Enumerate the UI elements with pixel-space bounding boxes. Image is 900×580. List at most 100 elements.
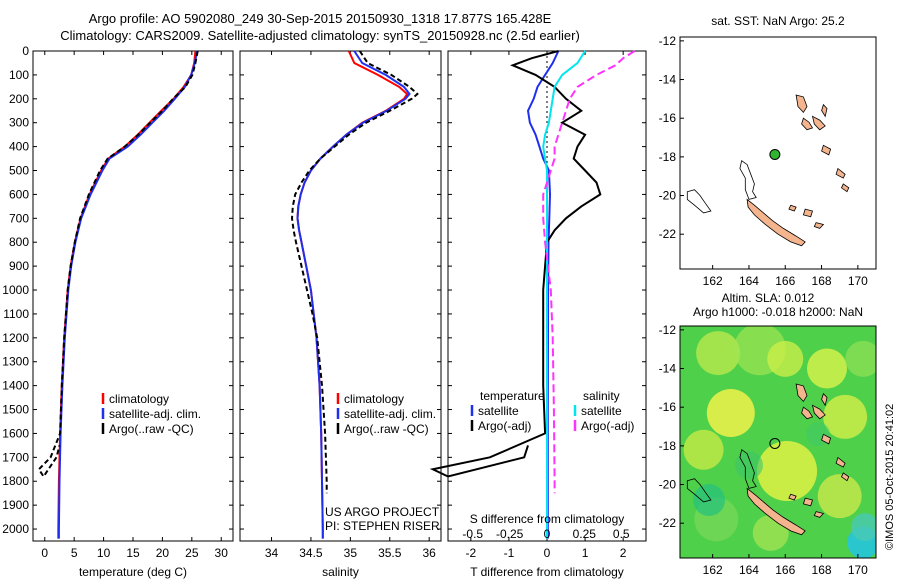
lat-tick-label: -16 xyxy=(659,111,677,125)
depth-tick-label: 1500 xyxy=(2,403,29,417)
coastline-west xyxy=(686,478,712,503)
depth-tick-label: 100 xyxy=(9,68,29,82)
coastline-loyal3 xyxy=(788,204,797,212)
map-frame xyxy=(679,325,877,559)
legend-label: Argo(..raw -QC) xyxy=(109,422,194,436)
series-line-s-argo-adj- xyxy=(542,50,636,494)
depth-tick-label: 0 xyxy=(22,44,29,58)
legend-label: climatology xyxy=(344,392,404,406)
depth-tick-label: 900 xyxy=(9,259,29,273)
lat-tick-label: -16 xyxy=(659,400,677,414)
project-annotation: PI: STEPHEN RISER xyxy=(325,519,440,533)
series-line-t-satellite xyxy=(526,50,560,539)
lon-tick-label: 170 xyxy=(848,563,868,577)
sla-blob xyxy=(706,389,755,437)
x-tick-label: 25 xyxy=(185,546,199,560)
depth-tick-label: 200 xyxy=(9,92,29,106)
depth-tick-label: 1300 xyxy=(2,355,29,369)
coastline-reef xyxy=(739,449,757,489)
sla-blob xyxy=(817,474,862,519)
sla-map-title: Altim. SLA: 0.012 xyxy=(722,291,815,305)
sla-blob xyxy=(734,451,763,480)
coastline-newcal xyxy=(746,487,806,536)
coastline-vanua1 xyxy=(795,94,808,114)
legend-label: satellite xyxy=(581,404,622,418)
s-tick-label: -0.25 xyxy=(496,527,524,541)
project-annotation: US ARGO PROJECT xyxy=(325,505,440,519)
lat-tick-label: -20 xyxy=(659,189,677,203)
series-line-satellite-adj-clim- xyxy=(296,50,411,539)
depth-tick-label: 1100 xyxy=(3,307,29,321)
lon-tick-label: 162 xyxy=(703,563,723,577)
coastline-vanua5 xyxy=(835,456,846,468)
plot-frame xyxy=(32,50,234,542)
plot-title-line-1: Argo profile: AO 5902080_249 30-Sep-2015… xyxy=(88,11,552,26)
depth-tick-label: 500 xyxy=(9,164,29,178)
sla-map-panel: 162 164 166 168 170 -12 -14 -16 -18 -20 -22 Altim. … xyxy=(659,291,877,577)
s-tick-label: -0.5 xyxy=(462,527,483,541)
coastline-vanua7 xyxy=(821,103,828,118)
coastline-vanua3 xyxy=(801,406,814,420)
credit-text: ©IMOS 05-Oct-2015 20:41:02 xyxy=(884,404,896,550)
legend-title: temperature xyxy=(480,389,545,403)
s-tick-label: 0.5 xyxy=(613,527,630,541)
legend-label: satellite-adj. clim. xyxy=(109,407,201,421)
x-tick-label: -2 xyxy=(466,546,477,560)
sla-blob xyxy=(851,513,876,542)
coastline-vanua3 xyxy=(801,117,814,131)
lat-tick-label: -18 xyxy=(659,439,677,453)
sla-field xyxy=(683,326,876,558)
x-tick-label: 35.5 xyxy=(378,546,402,560)
legend-label: Argo(..raw -QC) xyxy=(344,422,429,436)
depth-tick-label: 1600 xyxy=(2,426,29,440)
legend-label: Argo(-adj) xyxy=(478,419,531,433)
series-line-argo-raw-qc- xyxy=(290,50,419,494)
depth-tick-label: 400 xyxy=(9,140,29,154)
coastline-loyal3 xyxy=(788,493,797,501)
profile-marker xyxy=(769,148,781,160)
sst-map-panel: 162 164 166 168 170 -12 -14 -16 -18 -20 -22 sat. SS… xyxy=(659,14,877,288)
x-tick-label: 0 xyxy=(544,546,551,560)
temperature-panel: 0100200300400500600700800900100011001200… xyxy=(2,44,234,579)
coastline-loyal1 xyxy=(802,208,814,218)
credit-group: ©IMOS 05-Oct-2015 20:41:02 xyxy=(884,404,896,550)
sla-map-subtitle: Argo h1000: -0.018 h2000: NaN xyxy=(693,305,863,319)
coastline-loyal1 xyxy=(802,497,814,507)
x-tick-label: 10 xyxy=(97,546,111,560)
x-tick-label: 30 xyxy=(215,546,229,560)
map-frame xyxy=(679,36,877,270)
depth-tick-label: 300 xyxy=(9,116,29,130)
legend-label: Argo(-adj) xyxy=(581,419,634,433)
depth-tick-label: 1400 xyxy=(2,379,29,393)
x-tick-label: 2 xyxy=(620,546,627,560)
sla-blob xyxy=(757,441,818,501)
lon-tick-label: 164 xyxy=(739,274,759,288)
sla-blob xyxy=(683,429,724,470)
depth-tick-label: 1700 xyxy=(2,450,29,464)
x-tick-label: 15 xyxy=(126,546,140,560)
x-axis-label: temperature (deg C) xyxy=(79,565,187,579)
legend-title: salinity xyxy=(583,389,620,403)
depth-tick-label: 1000 xyxy=(2,283,29,297)
depth-tick-label: 2000 xyxy=(2,522,29,536)
lat-tick-label: -14 xyxy=(659,73,677,87)
lon-tick-label: 166 xyxy=(775,274,795,288)
x-tick-label: 36 xyxy=(422,546,436,560)
x-tick-label: 35 xyxy=(344,546,358,560)
lat-tick-label: -14 xyxy=(659,362,677,376)
coastline-vanua1 xyxy=(795,383,808,403)
sla-blob xyxy=(823,394,868,439)
coastline-vanua5 xyxy=(835,167,846,179)
legend-label: satellite xyxy=(478,404,519,418)
coastline-vanua2 xyxy=(811,404,826,420)
lon-tick-label: 168 xyxy=(812,274,832,288)
coastline-vanua6 xyxy=(840,183,850,193)
x-axis-label: salinity xyxy=(322,565,359,579)
coastline-vanua6 xyxy=(840,472,850,482)
x-tick-label: 34 xyxy=(265,546,279,560)
legend-label: climatology xyxy=(109,392,169,406)
x-tick-label: -1 xyxy=(504,546,515,560)
lon-tick-label: 168 xyxy=(812,563,832,577)
lat-tick-label: -20 xyxy=(659,478,677,492)
x-axis-label: T difference from climatology xyxy=(470,565,624,579)
